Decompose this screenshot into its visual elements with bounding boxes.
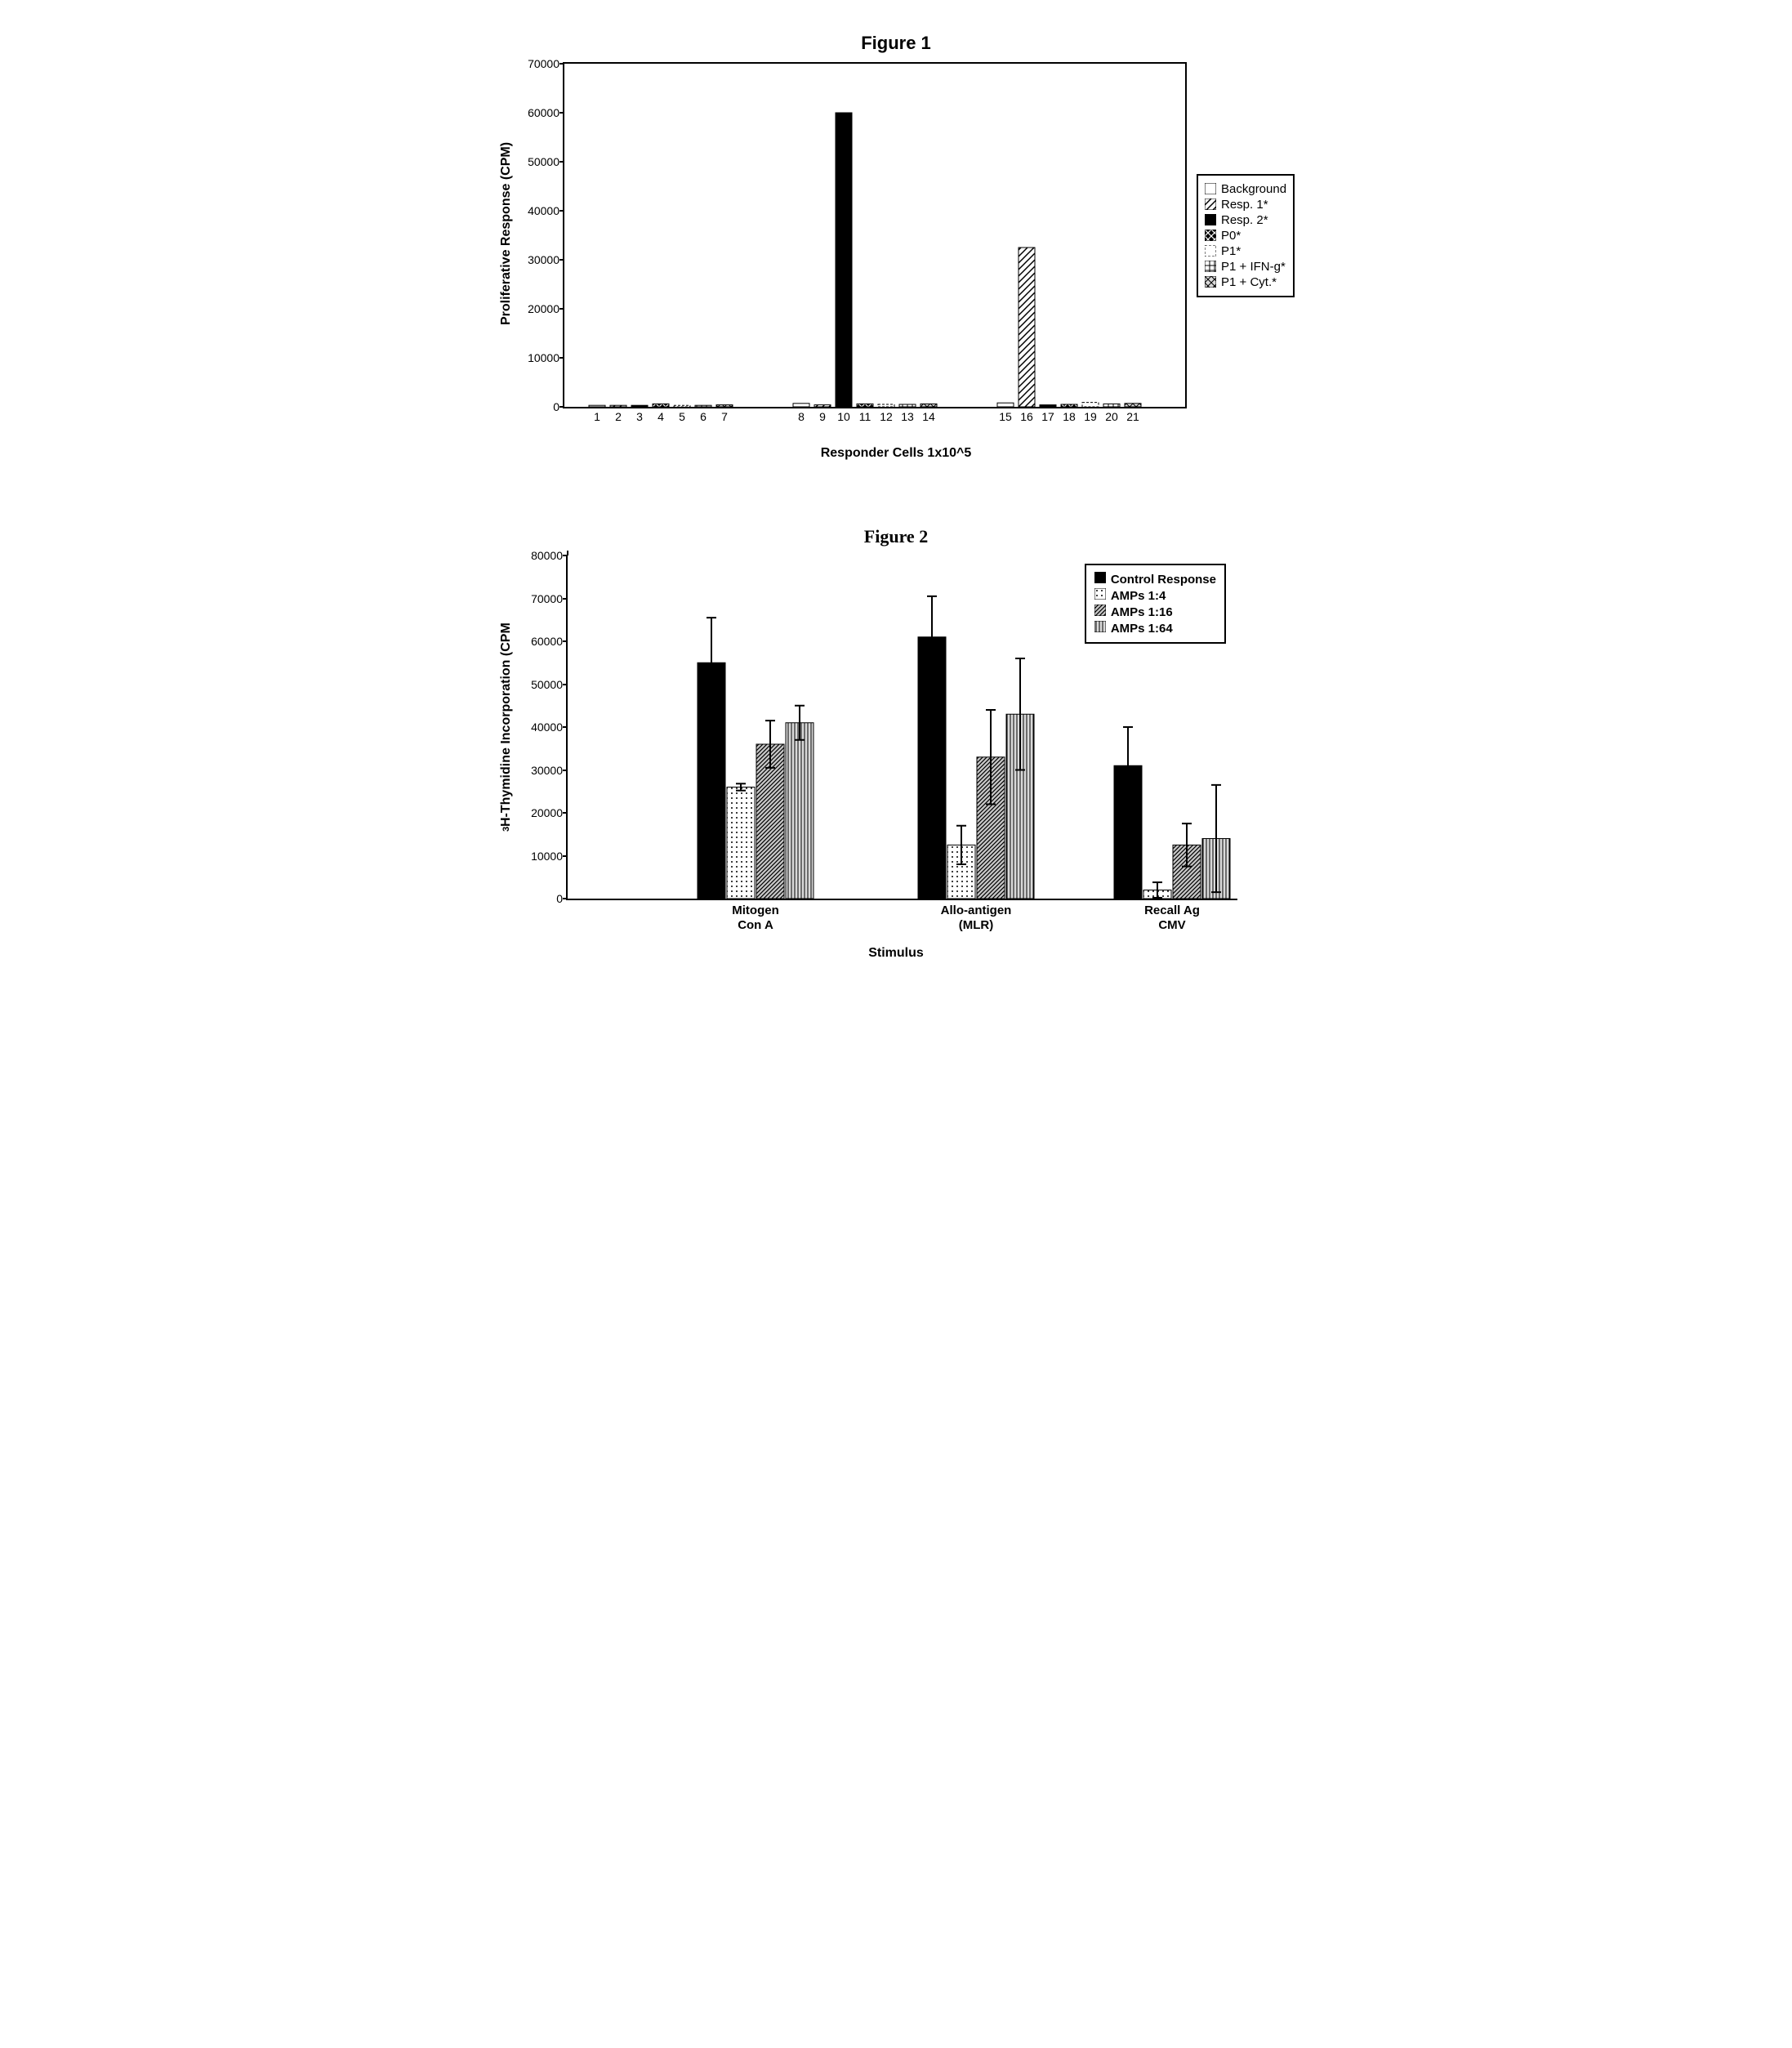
legend-label: P0* (1221, 229, 1241, 243)
figure-1-xtick-label: 4 (658, 407, 664, 423)
figure-1-xtick-label: 11 (859, 407, 871, 423)
legend-label: P1 + Cyt.* (1221, 275, 1277, 289)
figure-1-xtick-label: 21 (1126, 407, 1139, 423)
figure-1-plot-area: 0100002000030000400005000060000700001234… (563, 62, 1187, 408)
legend-swatch-icon (1094, 621, 1106, 636)
legend-label: AMPs 1:4 (1111, 589, 1166, 603)
legend-swatch-icon (1205, 199, 1216, 210)
figure-1-xtick-label: 18 (1063, 407, 1076, 423)
figure-1-legend-item: P0* (1205, 229, 1286, 243)
figure-1-legend-item: Resp. 1* (1205, 198, 1286, 212)
figure-2-legend-item: Control Response (1094, 572, 1216, 587)
legend-label: AMPs 1:64 (1111, 622, 1173, 636)
figure-2-bar (727, 788, 755, 899)
figure-1-legend-item: Resp. 2* (1205, 213, 1286, 227)
legend-swatch-icon (1205, 214, 1216, 225)
figure-1-y-label: Proliferative Response (CPM) (496, 62, 517, 405)
figure-1-xtick-label: 14 (922, 407, 935, 423)
legend-label: P1 + IFN-g* (1221, 260, 1286, 274)
legend-swatch-icon (1094, 605, 1106, 619)
figure-2-group-label: Recall AgCMV (1144, 899, 1200, 933)
figure-1-xtick-label: 2 (615, 407, 622, 423)
figure-1-legend-item: P1* (1205, 244, 1286, 258)
figure-2-x-label: Stimulus (496, 946, 1296, 961)
figure-1-xtick-label: 16 (1020, 407, 1033, 423)
figure-1-xtick-label: 3 (636, 407, 643, 423)
figure-1-xtick-label: 13 (901, 407, 914, 423)
figure-2: Figure 2 3H-Thymidine Incorporation (CPM… (496, 526, 1296, 961)
figure-1-xtick-label: 8 (798, 407, 805, 423)
legend-swatch-icon (1094, 572, 1106, 587)
figure-1-bar (836, 113, 852, 407)
figure-2-y-label: 3H-Thymidine Incorporation (CPM (496, 556, 517, 899)
legend-label: AMPs 1:16 (1111, 605, 1173, 619)
figure-1-legend: Background Resp. 1*Resp. 2* P0*P1* P1 + IFN… (1197, 174, 1295, 297)
figure-2-group-label: Allo-antigen(MLR) (941, 899, 1012, 933)
figure-1-xtick-label: 5 (679, 407, 685, 423)
legend-swatch-icon (1205, 261, 1216, 272)
legend-swatch-icon (1205, 276, 1216, 288)
figure-1-title: Figure 1 (496, 33, 1296, 54)
figure-1-xtick-label: 9 (819, 407, 826, 423)
legend-swatch-icon (1205, 183, 1216, 194)
legend-swatch-icon (1205, 230, 1216, 241)
figure-1-xtick-label: 12 (880, 407, 893, 423)
figure-1-legend-item: Background (1205, 182, 1286, 196)
figure-1-x-label: Responder Cells 1x10^5 (496, 446, 1296, 461)
figure-1-xtick-label: 20 (1105, 407, 1118, 423)
figure-2-group-label: MitogenCon A (732, 899, 779, 933)
legend-label: P1* (1221, 244, 1241, 258)
legend-label: Control Response (1111, 573, 1216, 587)
figure-1-legend-item: P1 + IFN-g* (1205, 260, 1286, 274)
legend-swatch-icon (1094, 588, 1106, 603)
figure-1-bar (1019, 248, 1035, 407)
figure-2-legend-item: AMPs 1:4 (1094, 588, 1216, 603)
legend-label: Resp. 1* (1221, 198, 1268, 212)
figure-1-xtick-label: 7 (721, 407, 728, 423)
figure-2-legend: Control Response AMPs 1:4 AMPs 1:16 AMPs 1:… (1085, 564, 1226, 644)
figure-2-legend-item: AMPs 1:16 (1094, 605, 1216, 619)
legend-label: Resp. 2* (1221, 213, 1268, 227)
figure-1-legend-item: P1 + Cyt.* (1205, 275, 1286, 289)
figure-2-chart-row: 3H-Thymidine Incorporation (CPM 01000020… (496, 556, 1296, 900)
figure-1-xtick-label: 6 (700, 407, 707, 423)
figure-1-chart-row: Proliferative Response (CPM) 01000020000… (496, 62, 1296, 408)
figure-2-bar (786, 723, 814, 899)
legend-label: Background (1221, 182, 1286, 196)
figure-1-xtick-label: 17 (1041, 407, 1054, 423)
figure-2-legend-item: AMPs 1:64 (1094, 621, 1216, 636)
figure-1-xtick-label: 15 (999, 407, 1012, 423)
figure-1: Figure 1 Proliferative Response (CPM) 01… (496, 33, 1296, 461)
figure-2-plot-area: 0100002000030000400005000060000700008000… (566, 556, 1237, 900)
figure-1-xtick-label: 10 (837, 407, 850, 423)
figure-1-xtick-label: 1 (594, 407, 600, 423)
legend-swatch-icon (1205, 245, 1216, 257)
figure-1-xtick-label: 19 (1084, 407, 1097, 423)
figure-2-title: Figure 2 (496, 526, 1296, 547)
